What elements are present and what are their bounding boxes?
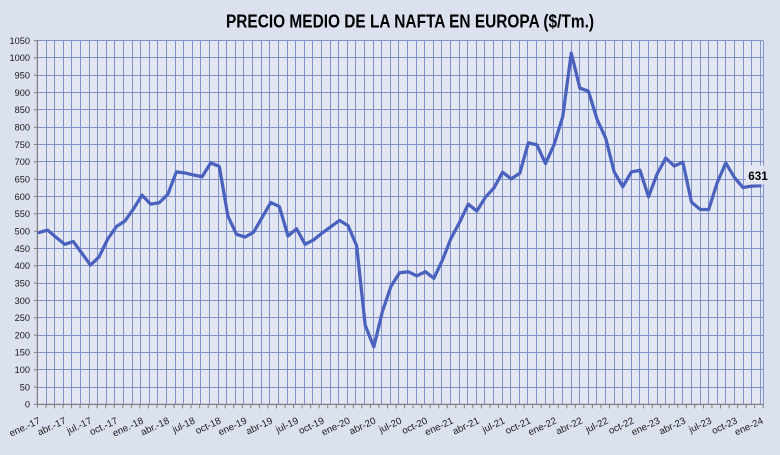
svg-text:750: 750 bbox=[15, 140, 30, 150]
svg-text:150: 150 bbox=[15, 348, 30, 358]
svg-text:450: 450 bbox=[15, 244, 30, 254]
svg-text:1000: 1000 bbox=[10, 53, 30, 63]
svg-text:250: 250 bbox=[15, 313, 30, 323]
svg-text:631: 631 bbox=[748, 170, 768, 183]
svg-text:400: 400 bbox=[15, 261, 30, 271]
svg-text:PRECIO MEDIO DE LA NAFTA EN EU: PRECIO MEDIO DE LA NAFTA EN EUROPA ($/Tm… bbox=[226, 12, 594, 32]
svg-text:550: 550 bbox=[15, 209, 30, 219]
svg-text:300: 300 bbox=[15, 296, 30, 306]
svg-text:650: 650 bbox=[15, 174, 30, 184]
svg-text:500: 500 bbox=[15, 226, 30, 236]
svg-text:950: 950 bbox=[15, 71, 30, 81]
svg-text:600: 600 bbox=[15, 192, 30, 202]
svg-text:700: 700 bbox=[15, 157, 30, 167]
svg-text:0: 0 bbox=[25, 400, 30, 410]
svg-text:50: 50 bbox=[20, 382, 30, 392]
svg-text:800: 800 bbox=[15, 123, 30, 133]
svg-text:850: 850 bbox=[15, 105, 30, 115]
svg-text:100: 100 bbox=[15, 365, 30, 375]
svg-text:1050: 1050 bbox=[10, 36, 30, 46]
svg-text:200: 200 bbox=[15, 330, 30, 340]
svg-text:350: 350 bbox=[15, 278, 30, 288]
svg-text:900: 900 bbox=[15, 88, 30, 98]
